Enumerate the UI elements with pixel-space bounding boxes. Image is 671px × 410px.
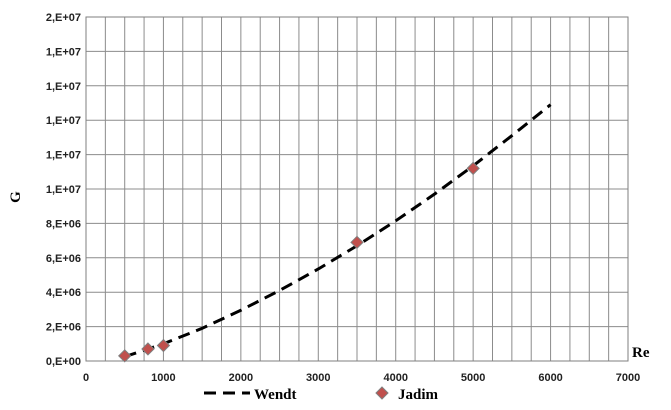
y-tick-label: 0,E+00 bbox=[46, 356, 81, 368]
plot-frame bbox=[85, 16, 629, 362]
legend-jadim-label: Jadim bbox=[398, 387, 439, 403]
x-tick-label: 4000 bbox=[383, 372, 407, 384]
grid bbox=[85, 16, 629, 362]
y-axis-tick-labels: 0,E+00 2,E+06 4,E+06 6,E+06 8,E+06 1,E+07 1,E+… bbox=[46, 12, 81, 368]
x-tick-label: 1000 bbox=[151, 372, 175, 384]
y-tick-label: 8,E+06 bbox=[46, 218, 81, 230]
y-tick-label: 4,E+06 bbox=[46, 287, 81, 299]
y-tick-label: 1,E+07 bbox=[46, 81, 81, 93]
x-tick-label: 7000 bbox=[616, 372, 640, 384]
series-jadim-point bbox=[350, 235, 364, 250]
y-tick-label: 2,E+06 bbox=[46, 322, 81, 334]
series-wendt-line bbox=[124, 103, 552, 359]
y-tick-label: 2,E+07 bbox=[46, 12, 81, 24]
y-axis-label: G bbox=[8, 191, 24, 203]
x-axis-tick-labels: 0 1000 2000 3000 4000 5000 6000 7000 bbox=[83, 372, 640, 384]
y-tick-label: 1,E+07 bbox=[46, 46, 81, 58]
y-tick-label: 1,E+07 bbox=[46, 150, 81, 162]
legend: Wendt Jadim bbox=[204, 386, 439, 403]
y-tick-label: 1,E+07 bbox=[46, 184, 81, 196]
y-tick-label: 1,E+07 bbox=[46, 115, 81, 127]
series-jadim-point bbox=[156, 338, 171, 353]
x-tick-label: 2000 bbox=[229, 372, 253, 384]
y-tick-label: 6,E+06 bbox=[46, 253, 81, 265]
x-tick-label: 5000 bbox=[461, 372, 485, 384]
legend-wendt-label: Wendt bbox=[254, 387, 297, 403]
series-jadim-point bbox=[118, 349, 132, 363]
x-tick-label: 0 bbox=[83, 372, 89, 384]
series-layer bbox=[118, 103, 552, 363]
x-tick-label: 6000 bbox=[538, 372, 562, 384]
x-axis-label: Re bbox=[632, 345, 650, 361]
series-jadim-point bbox=[466, 161, 480, 176]
series-jadim-point bbox=[141, 342, 155, 356]
x-tick-label: 3000 bbox=[306, 372, 330, 384]
legend-jadim-swatch bbox=[375, 386, 389, 400]
